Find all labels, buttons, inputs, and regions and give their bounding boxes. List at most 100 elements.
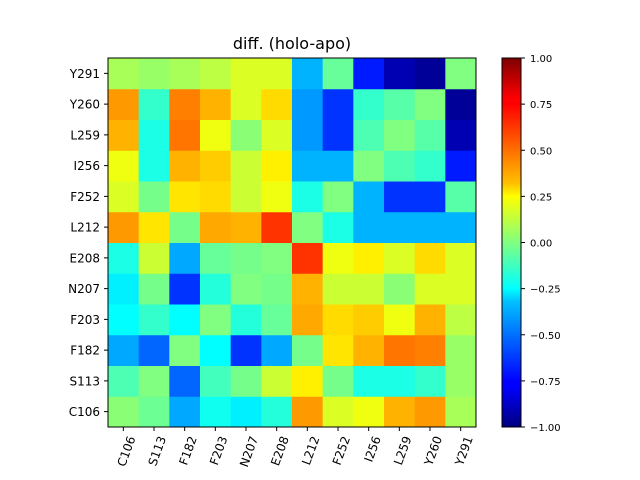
heatmap-cell [138, 150, 170, 182]
heatmap-cell [230, 396, 262, 428]
heatmap-cell [169, 119, 201, 151]
heatmap-cell [445, 334, 477, 366]
plot-frame [107, 57, 477, 428]
heatmap-cell [169, 181, 201, 213]
heatmap-cell [353, 304, 385, 336]
y-tick-label: E208 [70, 251, 101, 265]
heatmap-cell [230, 304, 262, 336]
heatmap-cell [292, 334, 324, 366]
heatmap-cell [445, 58, 477, 90]
heatmap-cell [292, 88, 324, 120]
heatmap-cell [353, 150, 385, 182]
heatmap-cell [445, 242, 477, 274]
heatmap-cell [200, 334, 232, 366]
heatmap-cell [230, 150, 262, 182]
heatmap-cell [322, 273, 354, 305]
heatmap-cell [414, 211, 446, 243]
heatmap-cell [108, 273, 140, 305]
heatmap-cell [414, 242, 446, 274]
x-tick-label: C106 [115, 434, 139, 468]
heatmap-cell [292, 119, 324, 151]
heatmap-cell [292, 150, 324, 182]
heatmap-cell [138, 396, 170, 428]
heatmap-cell [292, 365, 324, 397]
y-tick-label: N207 [68, 282, 100, 296]
heatmap-cell [169, 242, 201, 274]
x-tick-label: S113 [145, 434, 169, 467]
heatmap-cell [384, 273, 416, 305]
heatmap-cell [169, 88, 201, 120]
heatmap-cell [200, 211, 232, 243]
heatmap-cell [292, 58, 324, 90]
heatmap-cell [322, 334, 354, 366]
heatmap-cell [292, 304, 324, 336]
colorbar-tick-label: −0.25 [530, 285, 561, 296]
x-tick-label: F182 [176, 434, 199, 467]
heatmap-cell [414, 150, 446, 182]
heatmap-cell [169, 396, 201, 428]
heatmap-cell [108, 396, 140, 428]
heatmap-cell [230, 88, 262, 120]
heatmap-cell [138, 334, 170, 366]
heatmap-cell [261, 88, 293, 120]
heatmap-cell [261, 365, 293, 397]
heatmap-cell [445, 150, 477, 182]
heatmap-cell [169, 273, 201, 305]
heatmap-cell [108, 211, 140, 243]
heatmap-cell [353, 334, 385, 366]
heatmap-cell [414, 58, 446, 90]
heatmap-cell [138, 304, 170, 336]
x-tick-label: Y291 [452, 434, 476, 468]
heatmap-cell [261, 334, 293, 366]
heatmap-cell [230, 211, 262, 243]
colorbar-tick-label: −0.50 [530, 331, 561, 342]
y-tick-label: Y291 [69, 67, 100, 81]
heatmap-cell [414, 334, 446, 366]
colorbar [501, 57, 522, 428]
heatmap-cell [200, 88, 232, 120]
y-tick-label: S113 [69, 374, 100, 388]
heatmap-cell [108, 242, 140, 274]
colorbar-tick-label: 0.25 [530, 192, 552, 203]
chart-title: diff. (holo-apo) [233, 34, 351, 53]
heatmap-cell [292, 211, 324, 243]
heatmap-cell [414, 181, 446, 213]
heatmap-cell [414, 88, 446, 120]
heatmap-cell [138, 242, 170, 274]
heatmap-cell [261, 242, 293, 274]
x-tick-label: L212 [299, 434, 322, 467]
y-tick-label: F203 [70, 313, 100, 327]
heatmap-cell [353, 181, 385, 213]
heatmap-cell [353, 273, 385, 305]
heatmap-cell [353, 211, 385, 243]
heatmap-cell [138, 119, 170, 151]
heatmap-cell [292, 242, 324, 274]
x-tick-label: I256 [362, 434, 384, 464]
heatmap-cell [108, 58, 140, 90]
heatmap-cell [353, 242, 385, 274]
heatmap-cell [353, 88, 385, 120]
heatmap-cell [322, 88, 354, 120]
x-tick-label: F203 [207, 434, 230, 467]
heatmap-cell [200, 365, 232, 397]
heatmap-cell [445, 88, 477, 120]
heatmap-cell [169, 365, 201, 397]
heatmap-cell [230, 242, 262, 274]
heatmap-cell [353, 58, 385, 90]
heatmap-cell [384, 181, 416, 213]
heatmap-cell [322, 365, 354, 397]
colorbar-tick-label: 1.00 [530, 54, 552, 65]
heatmap-cell [353, 365, 385, 397]
heatmap-cell [261, 211, 293, 243]
y-tick-label: F252 [70, 190, 100, 204]
heatmap-cell [200, 181, 232, 213]
colorbar-tick-label: −0.75 [530, 377, 561, 388]
heatmap-cell [200, 119, 232, 151]
heatmap-cell [384, 88, 416, 120]
heatmap-cell [322, 58, 354, 90]
heatmap-cell [230, 334, 262, 366]
heatmap-cell [169, 334, 201, 366]
heatmap-cell [200, 396, 232, 428]
heatmap-cell [261, 181, 293, 213]
heatmap-cell [169, 58, 201, 90]
